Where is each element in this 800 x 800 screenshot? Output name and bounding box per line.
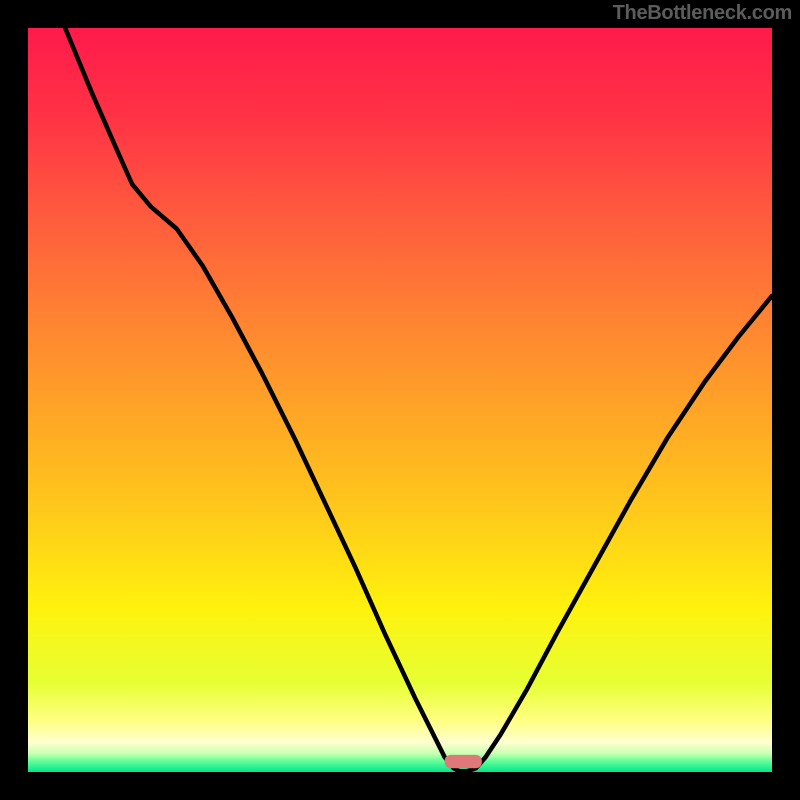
bottleneck-chart	[28, 28, 772, 772]
plot-area	[28, 28, 772, 772]
chart-background	[28, 28, 772, 772]
attribution-text: TheBottleneck.com	[613, 2, 792, 25]
best-match-marker	[445, 755, 482, 768]
stage: TheBottleneck.com	[0, 0, 800, 800]
